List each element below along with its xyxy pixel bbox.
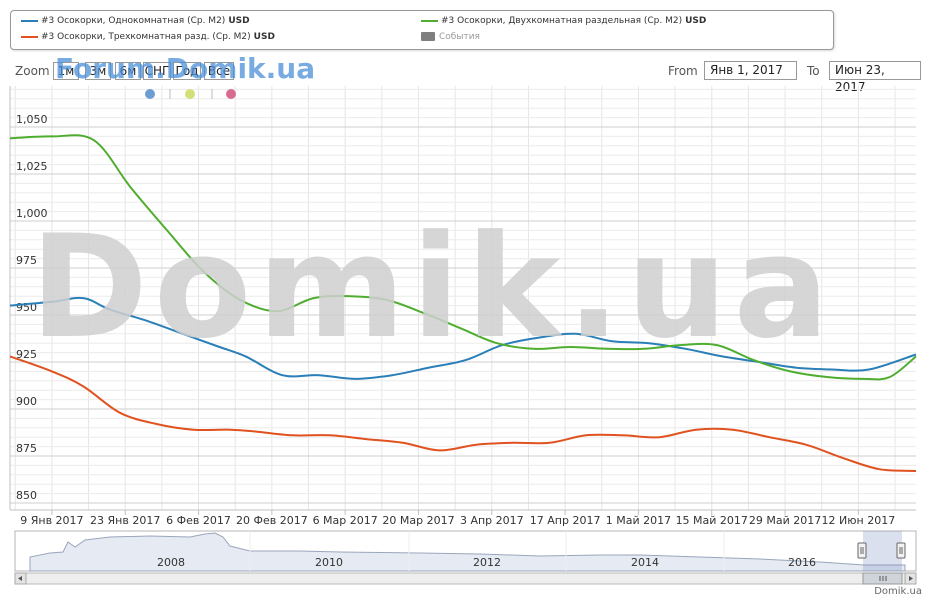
zoom-3m-button[interactable]: 3м: [85, 62, 111, 80]
navigator-year-label: 2016: [788, 556, 816, 569]
event-flag-icon: [226, 89, 236, 99]
domik-watermark: Domik.ua: [30, 205, 836, 370]
x-tick-label: 15 Май 2017: [676, 514, 748, 527]
y-tick-label: 1,000: [16, 207, 48, 220]
x-tick-label: 1 Май 2017: [606, 514, 671, 527]
event-flag-icon: [185, 89, 195, 99]
legend-item-3room[interactable]: #3 Осокорки, Трехкомнатная разд. (Ср. М2…: [21, 32, 275, 43]
credits-link[interactable]: Domik.ua: [874, 586, 922, 597]
x-tick-label: 6 Мар 2017: [313, 514, 378, 527]
events-swatch: [421, 32, 435, 41]
navigator-selected-range: [863, 531, 902, 571]
series-lines: [9, 134, 917, 472]
x-tick-label: 20 Мар 2017: [382, 514, 454, 527]
handle-body: [857, 542, 867, 559]
series-line-3room: [9, 355, 917, 472]
to-date-input[interactable]: Июн 23, 2017: [829, 61, 921, 94]
zoom-ytd-button[interactable]: СНГ: [143, 62, 171, 80]
x-tick-label: 12 Июн 2017: [822, 514, 896, 527]
y-tick-label: 925: [16, 348, 37, 361]
handle-body: [896, 542, 906, 559]
zoom-1m-button[interactable]: 1м: [53, 62, 79, 80]
y-tick-label: 1,025: [16, 160, 48, 173]
legend-label: #3 Осокорки, Трехкомнатная разд. (Ср. М2…: [41, 32, 251, 42]
y-tick-label: 900: [16, 395, 37, 408]
navigator-year-label: 2012: [473, 556, 501, 569]
legend-swatch: [421, 19, 438, 22]
from-date-input[interactable]: Янв 1, 2017: [704, 61, 797, 80]
x-tick-label: 23 Янв 2017: [90, 514, 160, 527]
series-line-2room: [9, 134, 917, 381]
navigator: 2008 2010 2012 2014 2016: [14, 530, 917, 585]
to-label: To: [807, 64, 820, 78]
x-tick-label: 20 Фев 2017: [236, 514, 308, 527]
legend-item-2room[interactable]: #3 Осокорки, Двухкомнатная раздельная (С…: [421, 16, 706, 27]
navigator-right-handle[interactable]: [896, 542, 906, 559]
zoom-label: Zoom: [15, 64, 50, 78]
legend-label: События: [439, 32, 480, 42]
arrow-left-icon: [18, 576, 22, 581]
x-tick-label: 9 Янв 2017: [20, 514, 83, 527]
navigator-left-handle[interactable]: [857, 542, 867, 559]
zoom-year-button[interactable]: Год: [173, 62, 201, 80]
legend-swatch: [21, 35, 38, 38]
legend-label: #3 Осокорки, Двухкомнатная раздельная (С…: [441, 16, 683, 26]
from-label: From: [668, 64, 698, 78]
legend-unit: USD: [228, 16, 250, 26]
y-tick-label: 850: [16, 489, 37, 502]
x-tick-label: 6 Фев 2017: [166, 514, 231, 527]
scrollbar-track: [14, 572, 917, 585]
x-tick-label: 29 Май 2017: [749, 514, 821, 527]
arrow-right-icon: [909, 576, 913, 581]
forum-watermark: Forum.Domik.ua: [55, 52, 316, 85]
event-flags: [145, 89, 236, 99]
navigator-year-label: 2008: [157, 556, 185, 569]
y-tick-label: 875: [16, 442, 37, 455]
event-flag-icon: [145, 89, 155, 99]
x-axis-ticks: 9 Янв 2017 23 Янв 2017 6 Фев 2017 20 Фев 20…: [20, 510, 895, 527]
x-tick-label: 3 Апр 2017: [460, 514, 524, 527]
y-tick-label: 975: [16, 254, 37, 267]
legend-item-events[interactable]: События: [421, 32, 480, 43]
legend-unit: USD: [253, 32, 275, 42]
horizontal-grid: [9, 86, 916, 511]
legend-item-1room[interactable]: #3 Осокорки, Однокомнатная (Ср. М2) USD: [21, 16, 250, 27]
zoom-6m-button[interactable]: 6м: [115, 62, 141, 80]
x-tick-label: 17 Апр 2017: [530, 514, 601, 527]
legend-label: #3 Осокорки, Однокомнатная (Ср. М2): [41, 16, 226, 26]
legend-unit: USD: [685, 16, 707, 26]
zoom-all-button[interactable]: Все: [204, 62, 234, 80]
navigator-year-label: 2014: [631, 556, 659, 569]
y-tick-label: 1,050: [16, 113, 48, 126]
legend-swatch: [21, 19, 38, 22]
navigator-year-label: 2010: [315, 556, 343, 569]
chart-legend: #3 Осокорки, Однокомнатная (Ср. М2) USD #…: [10, 10, 834, 50]
